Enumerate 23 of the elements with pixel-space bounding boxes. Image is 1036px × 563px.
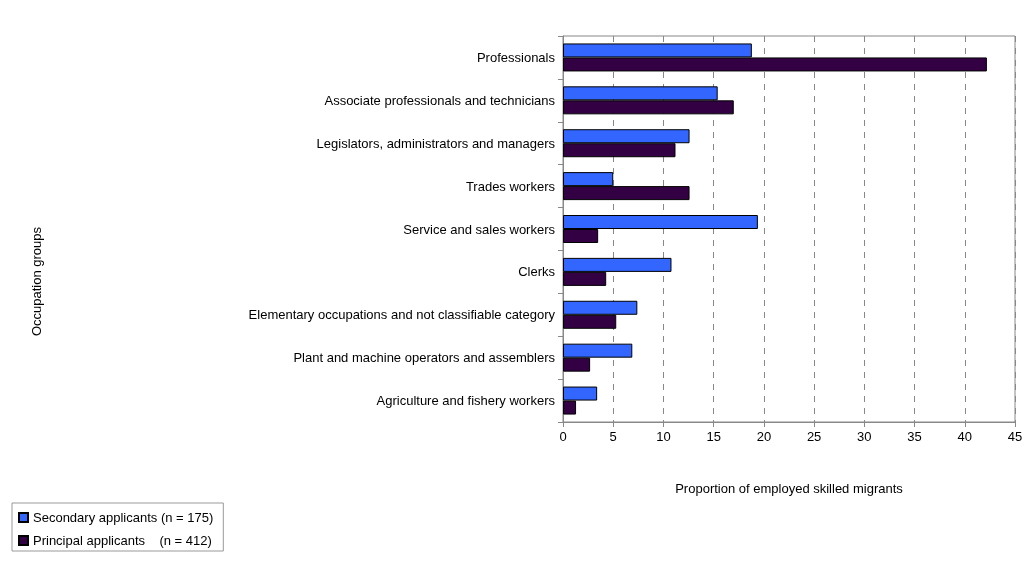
x-tick-label: 40 [957,429,973,444]
text: Occupation groups [29,226,44,337]
x-tick-label: 5 [609,429,617,444]
x-tick-label: 35 [907,429,922,444]
y-tick-label: Trades workers [465,178,556,194]
y-tick-label: Professionals [476,49,556,65]
y-tick-label: Elementary occupations and not classifiable category [248,307,556,323]
y-tick-label: Agriculture and fishery workers [376,393,556,409]
x-tick-label: 45 [1007,429,1023,444]
x-tick-label: 15 [706,429,721,444]
x-tick-label: 25 [806,429,822,444]
x-tick-label: 0 [559,429,567,444]
y-tick-label: Associate professionals and technicians [324,92,556,108]
x-tick-label: 30 [857,429,872,444]
y-tick-label: Clerks [518,264,556,280]
x-tick-label: 20 [756,429,772,444]
x-axis-title: Proportion of employed skilled migrants [675,481,904,496]
y-tick-label: Service and sales workers [403,221,556,237]
y-tick-label: Plant and machine operators and assemblers [293,350,556,366]
x-tick-label: 10 [656,429,671,444]
y-tick-label: Legislators, administrators and managers [316,135,556,151]
legend-label: Principal applicants (n = 412) [33,533,212,548]
legend-label: Secondary applicants (n = 175) [33,510,214,525]
